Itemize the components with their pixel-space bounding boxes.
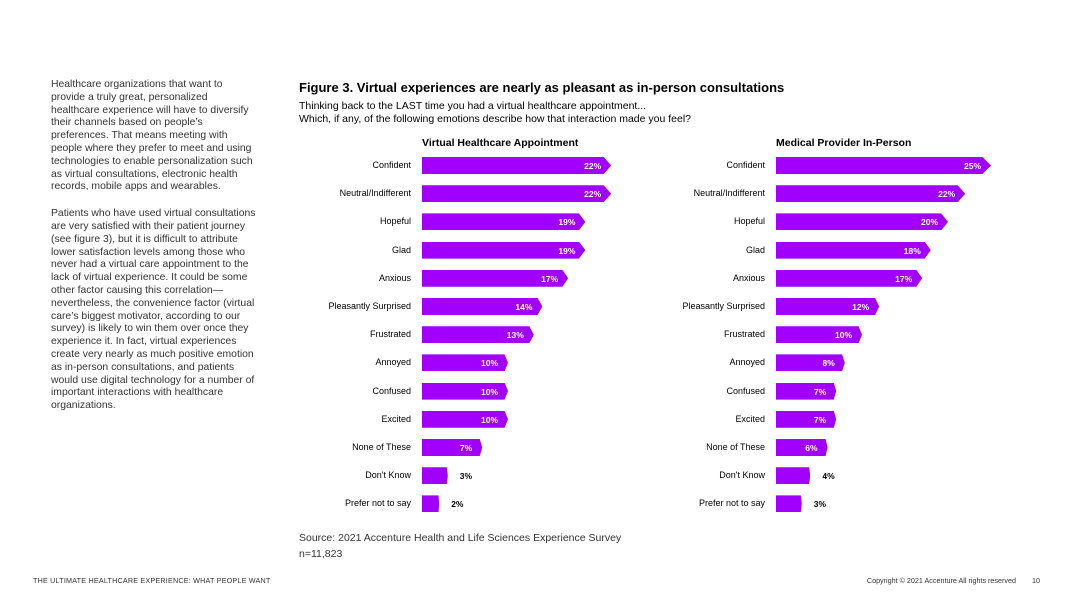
category-label-confused: Confused — [726, 385, 765, 396]
chart-title: Virtual Healthcare Appointment — [422, 137, 579, 149]
category-label-excited: Excited — [381, 413, 411, 424]
category-label-don-t-know: Don't Know — [365, 470, 411, 481]
value-label-confused: 10% — [480, 386, 498, 397]
category-label-pleasantly-surprised: Pleasantly Surprised — [682, 301, 765, 311]
value-label-excited: 10% — [480, 414, 498, 425]
bar-confident — [422, 157, 612, 174]
bar-frustrated — [422, 326, 534, 344]
category-label-confident: Confident — [726, 160, 765, 170]
value-label-glad: 19% — [558, 245, 576, 256]
bar-excited — [776, 410, 837, 428]
bar-none-of-these — [776, 439, 828, 456]
value-label-pleasantly-surprised: 12% — [852, 302, 870, 312]
body-text: Healthcare organizations that want to pr… — [51, 79, 256, 427]
value-label-pleasantly-surprised: 14% — [515, 302, 533, 312]
source-note: Source: 2021 Accenture Health and Life S… — [299, 530, 621, 562]
bar-don-t-know — [422, 467, 448, 485]
footer-title: THE ULTIMATE HEALTHCARE EXPERIENCE: WHAT… — [33, 576, 271, 585]
body-paragraph-2: Patients who have used virtual consultat… — [51, 208, 256, 412]
bar-pleasantly-surprised — [776, 298, 880, 315]
bar-neutral-indifferent — [422, 185, 612, 203]
figure-subtitle: Thinking back to the LAST time you had a… — [299, 100, 691, 126]
bar-prefer-not-to-say — [776, 495, 802, 513]
category-label-don-t-know: Don't Know — [719, 470, 765, 481]
bar-confused — [422, 382, 508, 400]
value-label-none-of-these: 6% — [805, 443, 818, 453]
value-label-hopeful: 19% — [558, 217, 576, 228]
bar-prefer-not-to-say — [422, 495, 440, 513]
value-label-excited: 7% — [813, 414, 827, 425]
value-label-confused: 7% — [813, 386, 827, 397]
chart-in-person: Medical Provider In-Person Confident 25% Ne… — [653, 137, 1013, 522]
bar-none-of-these — [422, 439, 483, 456]
category-label-annoyed: Annoyed — [729, 357, 765, 368]
category-label-confused: Confused — [372, 385, 411, 396]
page-number: 10 — [1032, 576, 1040, 585]
value-label-anxious: 17% — [895, 273, 913, 284]
figure-subtitle-line-1: Thinking back to the LAST time you had a… — [299, 100, 647, 112]
value-label-annoyed: 10% — [480, 358, 498, 369]
copyright: Copyright © 2021 Accenture All rights re… — [866, 576, 1016, 585]
value-label-anxious: 17% — [541, 273, 559, 284]
bar-annoyed — [422, 354, 508, 372]
bar-glad — [422, 241, 586, 259]
bar-hopeful — [776, 213, 948, 231]
bar-annoyed — [776, 354, 845, 372]
category-label-excited: Excited — [735, 413, 765, 424]
value-label-prefer-not-to-say: 2% — [451, 499, 464, 510]
value-label-neutral-indifferent: 22% — [584, 189, 602, 200]
category-label-glad: Glad — [745, 244, 765, 255]
category-label-confident: Confident — [372, 160, 411, 170]
bar-excited — [422, 410, 508, 428]
category-label-hopeful: Hopeful — [733, 216, 765, 227]
bar-confident — [776, 157, 991, 174]
category-label-none-of-these: None of These — [352, 442, 411, 452]
category-label-glad: Glad — [391, 244, 411, 255]
bar-hopeful — [422, 213, 586, 231]
category-label-prefer-not-to-say: Prefer not to say — [698, 498, 765, 509]
bar-pleasantly-surprised — [422, 298, 543, 315]
bar-don-t-know — [776, 467, 811, 485]
category-label-frustrated: Frustrated — [723, 329, 765, 340]
category-label-frustrated: Frustrated — [369, 329, 411, 340]
value-label-confident: 25% — [963, 161, 981, 171]
value-label-don-t-know: 3% — [459, 471, 473, 482]
category-label-annoyed: Annoyed — [375, 357, 411, 368]
category-label-anxious: Anxious — [732, 272, 765, 283]
chart-title: Medical Provider In-Person — [776, 137, 912, 149]
value-label-glad: 18% — [903, 245, 921, 256]
bar-anxious — [422, 269, 569, 287]
category-label-anxious: Anxious — [378, 272, 411, 283]
category-label-neutral-indifferent: Neutral/Indifferent — [339, 188, 411, 199]
bar-neutral-indifferent — [776, 185, 966, 203]
source-line: Source: 2021 Accenture Health and Life S… — [299, 532, 622, 544]
bar-confused — [776, 382, 837, 400]
bar-anxious — [776, 269, 923, 287]
value-label-none-of-these: 7% — [459, 443, 473, 453]
value-label-hopeful: 20% — [920, 217, 938, 228]
value-label-frustrated: 10% — [834, 330, 852, 341]
value-label-don-t-know: 4% — [822, 471, 835, 482]
bar-frustrated — [776, 326, 862, 344]
category-label-pleasantly-surprised: Pleasantly Surprised — [328, 301, 411, 311]
value-label-neutral-indifferent: 22% — [938, 189, 956, 200]
sample-size: n=11,823 — [299, 548, 343, 560]
figure-subtitle-line-2: Which, if any, of the following emotions… — [299, 113, 692, 125]
chart-virtual-appointment: Virtual Healthcare Appointment Confident 2… — [299, 137, 659, 522]
category-label-prefer-not-to-say: Prefer not to say — [344, 498, 411, 509]
body-paragraph-1: Healthcare organizations that want to pr… — [51, 79, 253, 193]
category-label-none-of-these: None of These — [706, 442, 765, 452]
footer-right: Copyright © 2021 Accenture All rights re… — [867, 576, 1040, 585]
value-label-confident: 22% — [584, 161, 602, 171]
value-label-annoyed: 8% — [822, 358, 835, 369]
bar-glad — [776, 241, 931, 259]
figure-title: Figure 3. Virtual experiences are nearly… — [299, 80, 785, 95]
category-label-hopeful: Hopeful — [379, 216, 411, 227]
value-label-prefer-not-to-say: 3% — [813, 499, 827, 510]
value-label-frustrated: 13% — [506, 330, 524, 341]
category-label-neutral-indifferent: Neutral/Indifferent — [693, 188, 765, 199]
